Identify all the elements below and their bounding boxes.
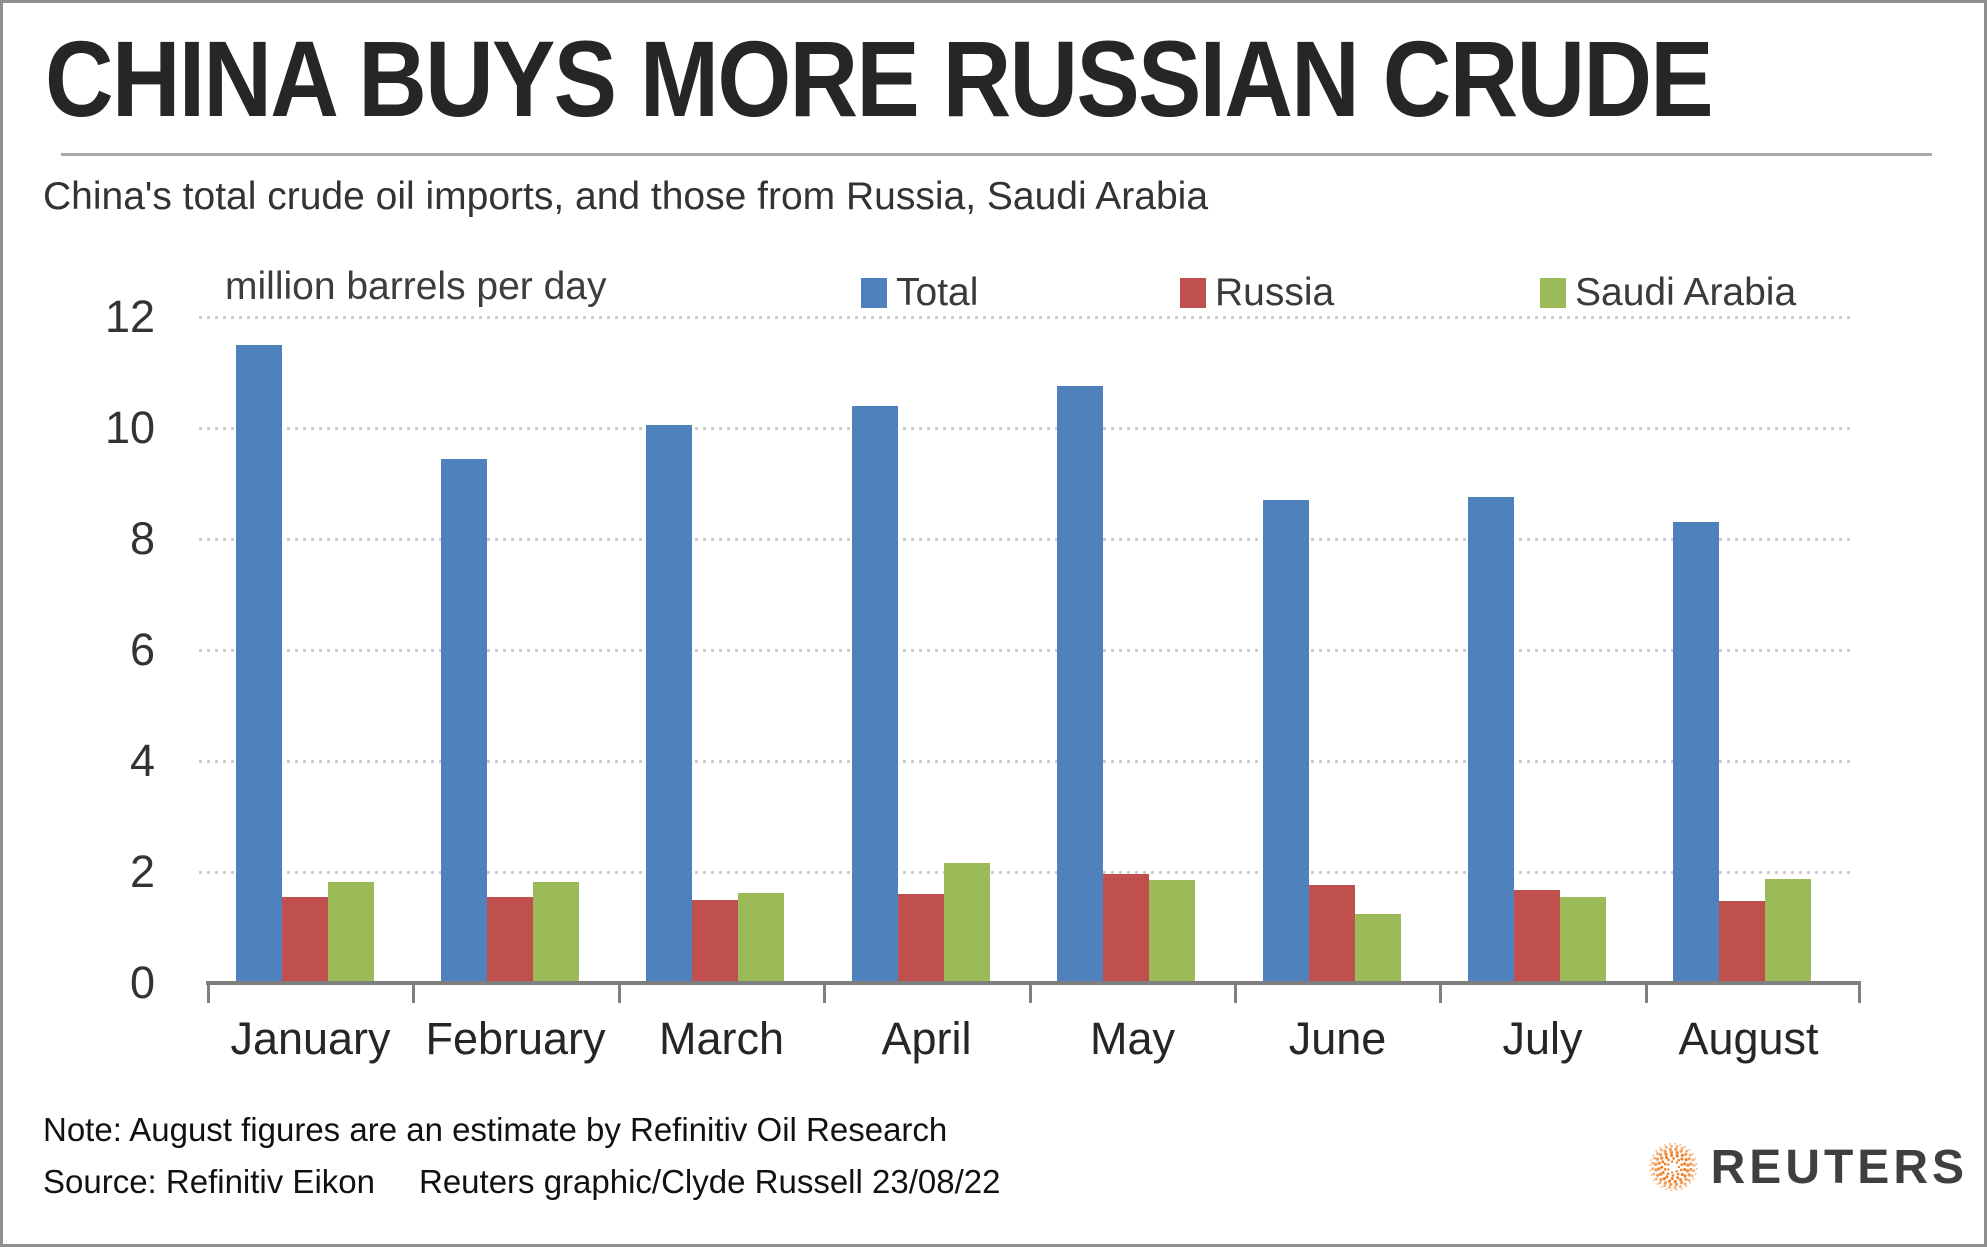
legend-swatch-icon — [1540, 278, 1566, 308]
page-title: CHINA BUYS MORE RUSSIAN CRUDE — [45, 18, 1714, 139]
y-tick-label-2: 2 — [129, 846, 155, 897]
x-tick-label-may: May — [1089, 1013, 1175, 1064]
y-tick-label-12: 12 — [104, 291, 155, 342]
bar-saudi-arabia-july — [1560, 897, 1606, 983]
bar-russia-february — [487, 897, 533, 983]
bar-russia-july — [1514, 890, 1560, 983]
x-axis-tick-6 — [1439, 983, 1442, 1003]
bar-total-july — [1468, 497, 1514, 983]
bar-saudi-arabia-february — [533, 882, 579, 983]
gridline-4 — [199, 760, 1855, 763]
x-axis-tick-0 — [207, 983, 210, 1003]
gridline-6 — [199, 649, 1855, 652]
legend-item-russia: Russia — [1180, 271, 1335, 314]
gridline-12 — [199, 316, 1855, 319]
title-divider — [61, 153, 1932, 156]
x-axis-tick-1 — [412, 983, 415, 1003]
x-tick-label-february: February — [425, 1013, 606, 1064]
x-axis-tick-8 — [1858, 983, 1861, 1003]
y-tick-label-4: 4 — [129, 735, 155, 786]
bar-russia-may — [1103, 874, 1149, 983]
bar-total-march — [646, 425, 692, 983]
x-axis-tick-7 — [1645, 983, 1648, 1003]
legend-item-total: Total — [861, 271, 979, 314]
bar-saudi-arabia-march — [738, 893, 784, 983]
y-axis-unit-label: million barrels per day — [225, 265, 607, 308]
bar-total-april — [852, 406, 898, 983]
reuters-orb-icon — [1649, 1142, 1698, 1192]
chart-note: Note: August figures are an estimate by … — [43, 1111, 948, 1148]
x-axis-tick-2 — [618, 983, 621, 1003]
x-tick-label-july: July — [1502, 1013, 1583, 1064]
gridline-10 — [199, 427, 1855, 430]
legend-label: Saudi Arabia — [1575, 271, 1797, 314]
x-tick-label-april: April — [881, 1013, 972, 1064]
legend-label: Total — [896, 271, 979, 314]
bar-russia-august — [1719, 901, 1765, 983]
x-tick-label-january: January — [230, 1013, 391, 1064]
reuters-wordmark: REUTERS — [1710, 1140, 1968, 1194]
y-tick-label-0: 0 — [129, 957, 155, 1008]
bar-total-february — [441, 459, 487, 983]
bar-russia-june — [1309, 885, 1355, 983]
source-text: Source: Refinitiv Eikon — [43, 1163, 375, 1200]
bar-saudi-arabia-june — [1355, 914, 1401, 983]
bar-total-june — [1263, 500, 1309, 983]
bar-saudi-arabia-april — [944, 863, 990, 983]
bar-total-august — [1673, 522, 1719, 983]
legend-item-saudi-arabia: Saudi Arabia — [1540, 271, 1797, 314]
x-tick-label-august: August — [1678, 1013, 1819, 1064]
bar-russia-january — [282, 897, 328, 983]
source-line: Source: Refinitiv Eikon Reuters graphic/C… — [43, 1163, 1000, 1201]
reuters-logo: REUTERS — [1648, 1108, 1968, 1226]
chart-subtitle: China's total crude oil imports, and tho… — [43, 175, 1209, 218]
y-tick-label-6: 6 — [129, 624, 155, 675]
x-axis-tick-4 — [1029, 983, 1032, 1003]
bar-saudi-arabia-august — [1765, 879, 1811, 983]
x-tick-label-june: June — [1288, 1013, 1387, 1064]
bar-saudi-arabia-may — [1149, 880, 1195, 983]
legend-swatch-icon — [861, 278, 887, 308]
legend-swatch-icon — [1180, 278, 1206, 308]
bar-russia-april — [898, 894, 944, 983]
x-tick-label-march: March — [658, 1013, 785, 1064]
x-axis-tick-3 — [823, 983, 826, 1003]
bar-total-may — [1057, 386, 1103, 983]
bar-russia-march — [692, 900, 738, 983]
gridline-2 — [199, 871, 1855, 874]
y-tick-label-10: 10 — [104, 402, 155, 453]
gridline-8 — [199, 538, 1855, 541]
bar-total-january — [236, 345, 282, 983]
bar-saudi-arabia-january — [328, 882, 374, 983]
x-axis-tick-5 — [1234, 983, 1237, 1003]
x-axis-line — [206, 981, 1861, 985]
credit-text: Reuters graphic/Clyde Russell 23/08/22 — [418, 1163, 1001, 1200]
legend-label: Russia — [1215, 271, 1335, 314]
y-tick-label-8: 8 — [129, 513, 155, 564]
